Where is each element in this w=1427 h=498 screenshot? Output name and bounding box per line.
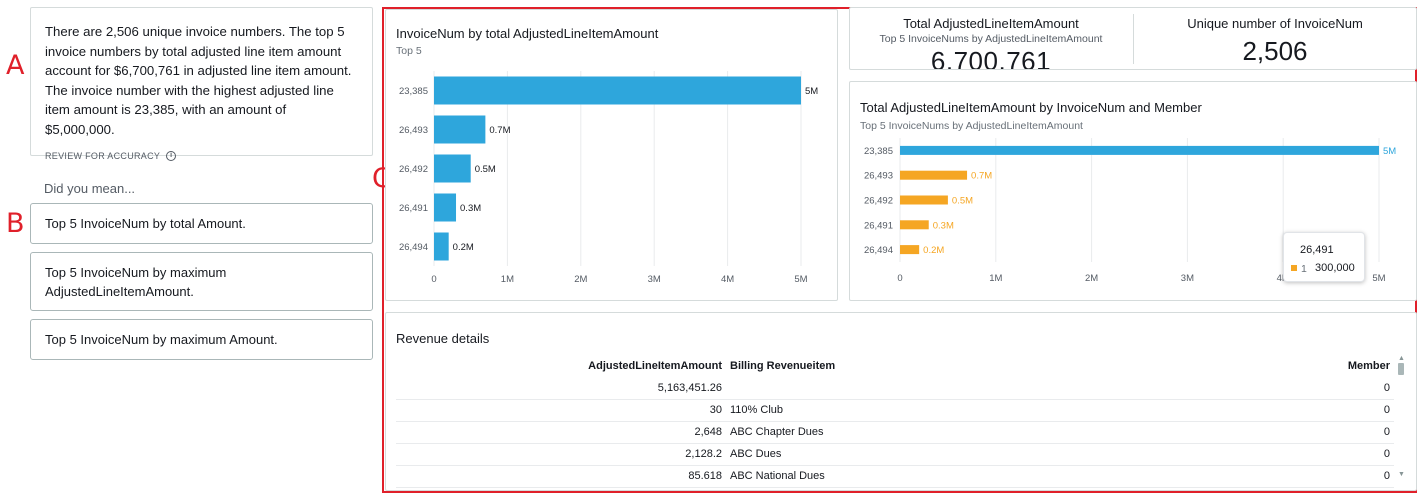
y-tick-label: 23,385	[864, 146, 893, 157]
column-header[interactable]: Billing Revenueitem	[726, 355, 1062, 377]
tooltip-value: 300,000	[1315, 262, 1355, 274]
column-header[interactable]: Member	[1062, 355, 1394, 377]
bar[interactable]	[434, 155, 471, 183]
cell-amount: 2,648	[396, 421, 726, 443]
kpi-total-title: Total AdjustedLineItemAmount	[850, 16, 1132, 31]
callout-b: B	[6, 208, 25, 239]
suggestion-item[interactable]: Top 5 InvoiceNum by maximum Amount.	[30, 319, 373, 360]
bar[interactable]	[434, 194, 456, 222]
data-label: 0.2M	[453, 242, 474, 253]
x-tick-label: 5M	[1372, 273, 1385, 284]
y-tick-label: 26,493	[399, 125, 428, 136]
info-icon[interactable]: i	[166, 151, 176, 161]
bar[interactable]	[900, 245, 919, 254]
cell-revenue-item: ABC Dues	[726, 443, 1062, 465]
cell-member: 0	[1062, 443, 1394, 465]
kpi-total-subtitle: Top 5 InvoiceNums by AdjustedLineItemAmo…	[850, 33, 1132, 45]
chart-card-invoicenum-member[interactable]: Total AdjustedLineItemAmount by InvoiceN…	[849, 81, 1417, 301]
data-label: 0.2M	[923, 245, 944, 256]
chart-card-invoicenum-total[interactable]: InvoiceNum by total AdjustedLineItemAmou…	[385, 9, 838, 301]
cell-revenue-item: ABC National Dues	[726, 465, 1062, 487]
x-tick-label: 4M	[721, 274, 734, 285]
table-header-row: AdjustedLineItemAmount Billing Revenueit…	[396, 355, 1394, 377]
kpi-total-value: 6,700,761	[850, 46, 1132, 70]
x-tick-label: 1M	[989, 273, 1002, 284]
table-row[interactable]: 85.618 ABC National Dues 0	[396, 465, 1394, 487]
cell-amount: 30	[396, 399, 726, 421]
did-you-mean-heading: Did you mean...	[44, 181, 135, 196]
bar[interactable]	[900, 146, 1379, 155]
table-row[interactable]: 2,648 ABC Chapter Dues 0	[396, 421, 1394, 443]
y-tick-label: 26,492	[399, 164, 428, 175]
table-scrollbar-thumb[interactable]	[1398, 363, 1404, 375]
cell-member: 0	[1062, 399, 1394, 421]
review-for-accuracy-label[interactable]: REVIEW FOR ACCURACY	[45, 151, 160, 161]
data-label: 0.7M	[971, 171, 992, 182]
kpi-card: Total AdjustedLineItemAmount Top 5 Invoi…	[849, 7, 1417, 70]
data-label: 0.3M	[460, 203, 481, 214]
kpi-unique-title: Unique number of InvoiceNum	[1134, 16, 1416, 31]
y-tick-label: 26,491	[399, 203, 428, 214]
bar[interactable]	[900, 196, 948, 205]
y-tick-label: 26,491	[864, 220, 893, 231]
table-row[interactable]: 5,163,451.26 0	[396, 377, 1394, 399]
bar[interactable]	[900, 220, 929, 229]
y-tick-label: 26,493	[864, 171, 893, 182]
cell-revenue-item	[726, 377, 1062, 399]
revenue-details-table[interactable]: AdjustedLineItemAmount Billing Revenueit…	[396, 355, 1394, 488]
x-tick-label: 0	[431, 274, 436, 285]
cell-member: 0	[1062, 465, 1394, 487]
table-row[interactable]: 2,128.2 ABC Dues 0	[396, 443, 1394, 465]
x-tick-label: 2M	[574, 274, 587, 285]
tooltip-title: 26,491	[1300, 244, 1334, 256]
bar[interactable]	[900, 171, 967, 180]
narrative-summary-text: There are 2,506 unique invoice numbers. …	[45, 22, 358, 140]
bar-chart-invoicenum[interactable]: 0 1M 2M 3M 4M 5M 23,385 5M 26,493 0.7M 26,492 0.5M 2…	[386, 10, 837, 300]
table-scroll-down-icon[interactable]: ▼	[1398, 471, 1405, 478]
x-tick-label: 2M	[1085, 273, 1098, 284]
x-tick-label: 3M	[648, 274, 661, 285]
revenue-details-card: Revenue details AdjustedLineItemAmount B…	[385, 312, 1417, 491]
chart-tooltip: 26,491 1 300,000	[1283, 232, 1365, 282]
data-label: 0.5M	[475, 164, 496, 175]
column-header[interactable]: AdjustedLineItemAmount	[396, 355, 726, 377]
cell-revenue-item: 110% Club	[726, 399, 1062, 421]
data-label: 0.7M	[489, 125, 510, 136]
x-tick-label: 5M	[794, 274, 807, 285]
data-label: 0.3M	[933, 220, 954, 231]
x-tick-label: 0	[897, 273, 902, 284]
table-row[interactable]: 30 110% Club 0	[396, 399, 1394, 421]
y-tick-label: 23,385	[399, 86, 428, 97]
suggestion-label[interactable]: Top 5 InvoiceNum by maximum Amount.	[45, 330, 278, 349]
cell-amount: 85.618	[396, 465, 726, 487]
x-tick-label: 3M	[1181, 273, 1194, 284]
suggestion-label[interactable]: Top 5 InvoiceNum by total Amount.	[45, 214, 246, 233]
review-for-accuracy[interactable]: REVIEW FOR ACCURACY i	[45, 151, 358, 161]
cell-revenue-item: ABC Chapter Dues	[726, 421, 1062, 443]
callout-a: A	[6, 50, 24, 81]
cell-amount: 5,163,451.26	[396, 377, 726, 399]
narrative-summary-card: There are 2,506 unique invoice numbers. …	[30, 7, 373, 156]
suggestion-label[interactable]: Top 5 InvoiceNum by maximum AdjustedLine…	[45, 263, 358, 301]
bar[interactable]	[434, 77, 801, 105]
table-scroll-up-icon[interactable]: ▲	[1398, 355, 1405, 362]
table-title: Revenue details	[396, 331, 489, 346]
suggestion-item[interactable]: Top 5 InvoiceNum by maximum AdjustedLine…	[30, 252, 373, 311]
tooltip-series: 1	[1301, 263, 1307, 275]
kpi-unique-value: 2,506	[1134, 36, 1416, 67]
y-tick-label: 26,492	[864, 196, 893, 207]
data-label: 5M	[1383, 146, 1396, 157]
tooltip-swatch	[1291, 265, 1297, 271]
data-label: 0.5M	[952, 196, 973, 207]
bar[interactable]	[434, 116, 485, 144]
bar[interactable]	[434, 233, 449, 261]
suggestion-item[interactable]: Top 5 InvoiceNum by total Amount.	[30, 203, 373, 244]
cell-member: 0	[1062, 421, 1394, 443]
cell-amount: 2,128.2	[396, 443, 726, 465]
data-label: 5M	[805, 86, 818, 97]
x-tick-label: 1M	[501, 274, 514, 285]
cell-member: 0	[1062, 377, 1394, 399]
y-tick-label: 26,494	[864, 245, 893, 256]
y-tick-label: 26,494	[399, 242, 428, 253]
